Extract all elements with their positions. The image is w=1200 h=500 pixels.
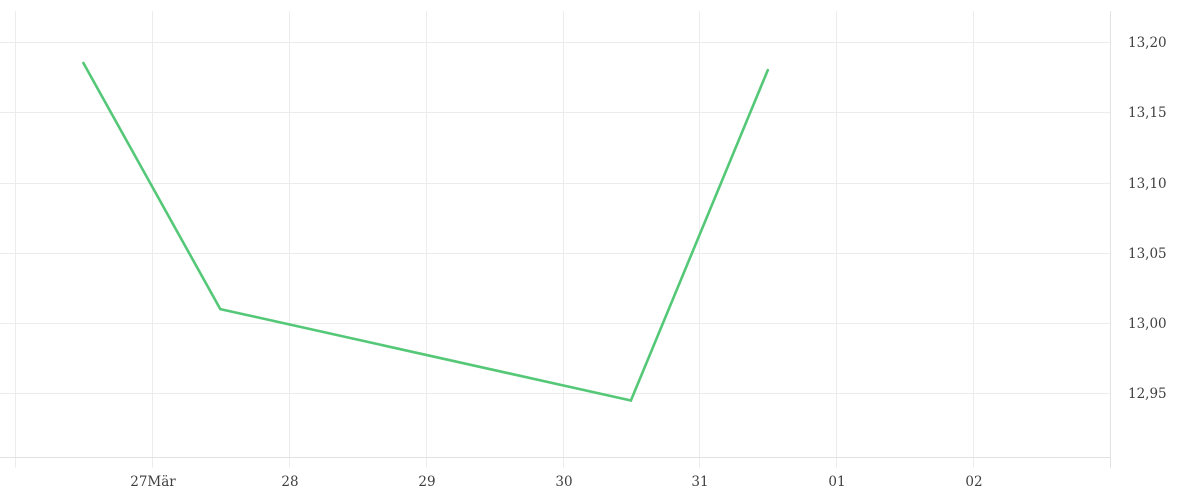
x-axis-tick-label: 27Mär — [130, 474, 176, 490]
price-line-series — [82, 61, 770, 403]
x-axis-tick-label: 30 — [555, 474, 572, 490]
y-axis-tick-label: 13,20 — [1128, 35, 1167, 51]
x-axis-tick-label: 01 — [828, 474, 845, 490]
x-axis-tick-label: 28 — [281, 474, 298, 490]
y-axis-tick-label: 13,10 — [1128, 176, 1167, 192]
x-axis-tick-label: 31 — [691, 474, 708, 490]
y-axis-tick-label: 13,15 — [1128, 105, 1167, 121]
x-axis-tick-label: 02 — [965, 474, 982, 490]
y-axis-tick-label: 12,95 — [1128, 386, 1167, 402]
y-axis-tick-label: 13,05 — [1128, 246, 1167, 262]
x-axis-tick-label: 29 — [418, 474, 435, 490]
y-axis-tick-label: 13,00 — [1128, 316, 1167, 332]
